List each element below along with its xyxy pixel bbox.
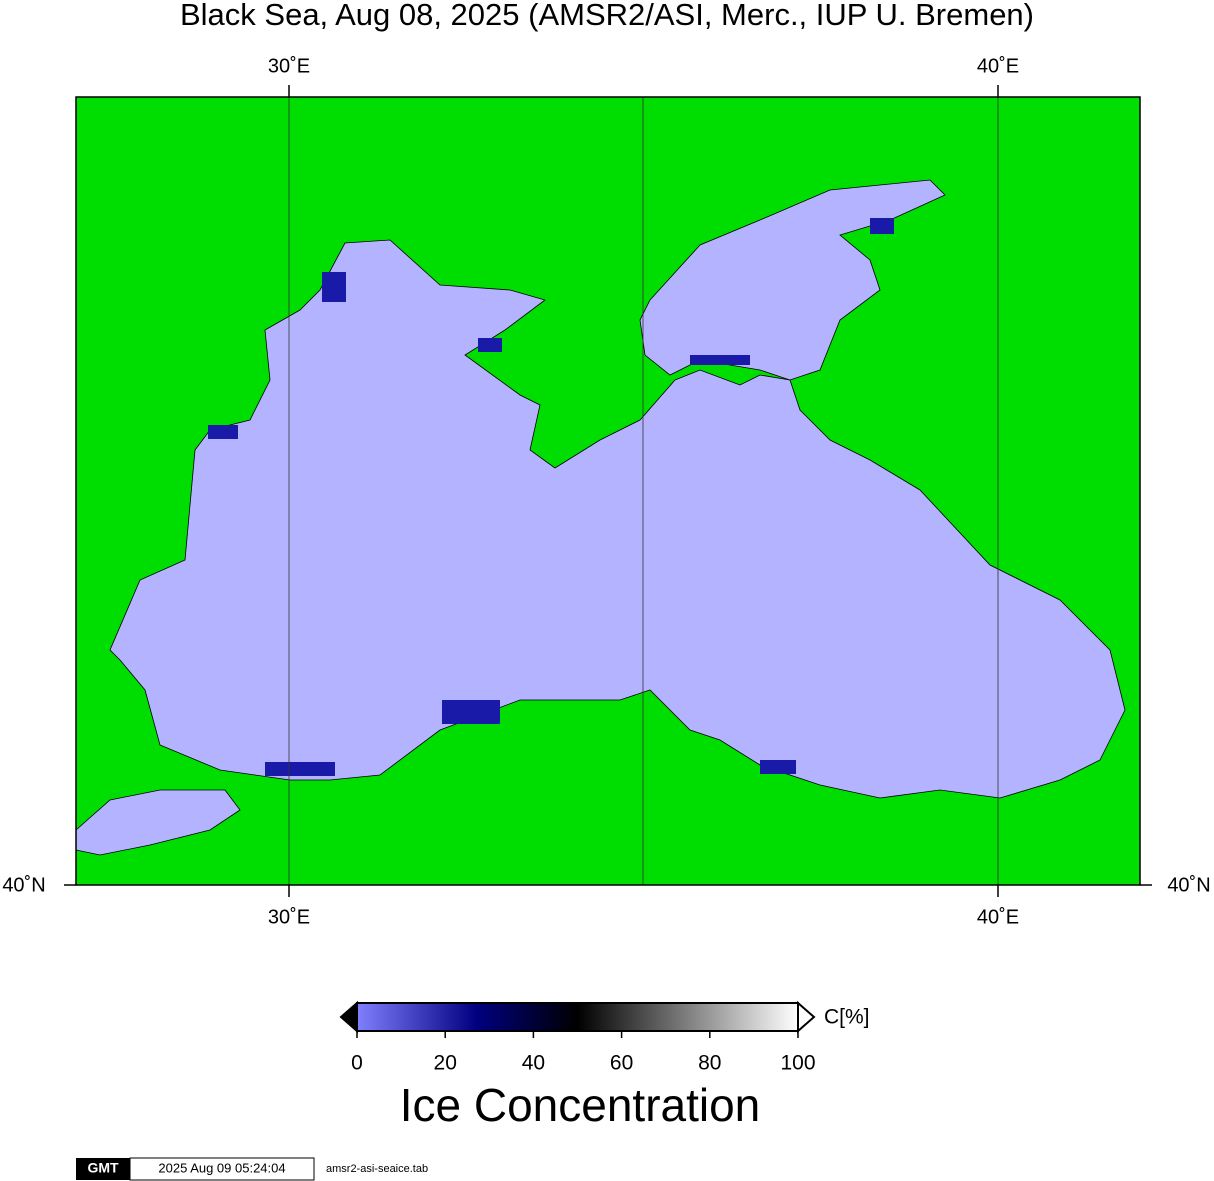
colorbar-low-end	[339, 1000, 358, 1034]
gmt-logo	[76, 1158, 130, 1180]
parallel-label: 40˚N	[2, 874, 45, 896]
colorbar	[356, 1002, 799, 1032]
frame-ticks	[64, 85, 1152, 897]
colorbar-title: Ice Concentration	[400, 1079, 761, 1131]
graticule	[288, 97, 999, 885]
colorbar-tick-label: 60	[610, 1052, 633, 1075]
sea-of-azov	[639, 179, 946, 381]
sea-of-marmara	[76, 789, 241, 856]
colorbar-tick-label: 40	[522, 1052, 545, 1075]
meridian-label: 30˚E	[268, 55, 310, 77]
map-title: Black Sea, Aug 08, 2025 (AMSR2/ASI, Merc…	[180, 0, 1034, 32]
colorbar-ticks: 0 20 40 60 80 100	[351, 1031, 816, 1075]
timestamp: 2025 Aug 09 05:24:04	[158, 1160, 285, 1175]
gmt-logo-text: GMT	[87, 1160, 119, 1176]
colorbar-tick-label: 80	[698, 1052, 721, 1075]
black-sea	[109, 239, 1126, 799]
colorbar-unit: C[%]	[824, 1006, 870, 1029]
file-label: amsr2-asi-seaice.tab	[326, 1163, 428, 1175]
meridian-label: 40˚E	[977, 906, 1019, 928]
colorbar-tick-label: 20	[434, 1052, 457, 1075]
meridian-label: 30˚E	[268, 906, 310, 928]
timestamp-box	[129, 1157, 315, 1181]
meridian-label: 40˚E	[977, 55, 1019, 77]
colorbar-tick-label: 0	[351, 1052, 363, 1075]
coastal-pixels	[208, 218, 894, 776]
map-area	[76, 97, 1140, 885]
map-frame	[75, 96, 1141, 886]
colorbar-tick-label: 100	[780, 1052, 815, 1075]
parallel-label: 40˚N	[1167, 874, 1210, 896]
colorbar-high-end	[797, 1000, 816, 1034]
